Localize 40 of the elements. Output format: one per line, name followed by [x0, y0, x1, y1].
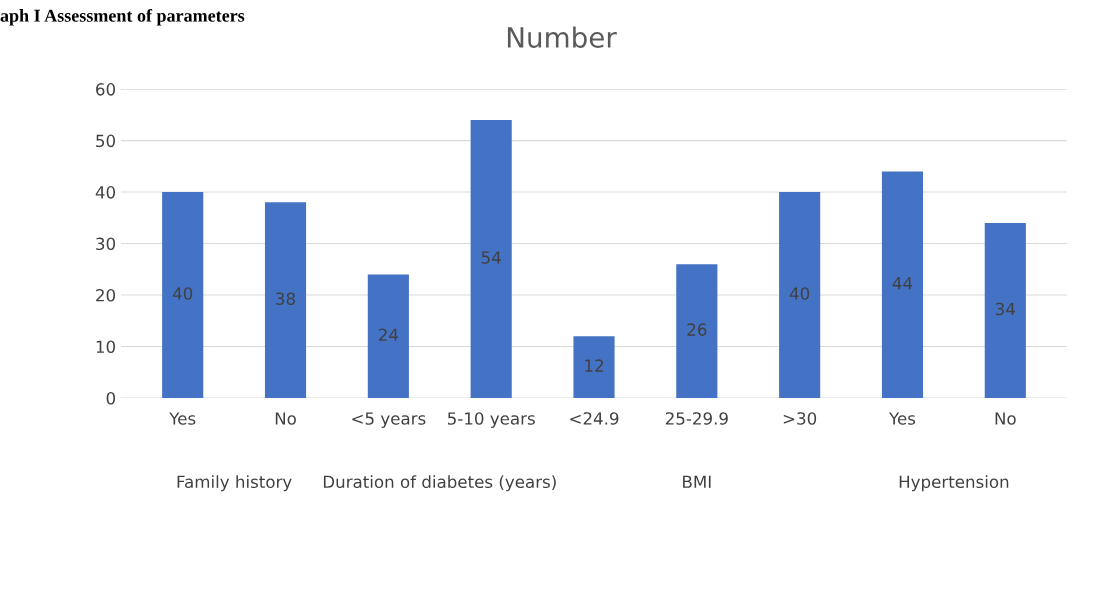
- bar: [367, 274, 409, 398]
- data-label: 34: [995, 302, 1015, 316]
- bar: [162, 192, 204, 398]
- x-tick-label: Yes: [888, 412, 916, 425]
- chart-title: Number: [507, 26, 617, 48]
- data-label: 24: [378, 328, 399, 341]
- data-label: 26: [687, 323, 707, 336]
- text: Hypertension: [899, 475, 1009, 492]
- x-tick-label: 25-29.9: [665, 412, 728, 425]
- y-tick-label: 60: [96, 83, 116, 96]
- x-tick-label: 5-10 years: [447, 412, 535, 428]
- text: Duration of diabetes (years): [323, 475, 556, 492]
- y-tick-label: 40: [95, 186, 116, 199]
- x-tick-label: <24.9: [570, 412, 619, 425]
- bar: [881, 171, 924, 398]
- y-tick-label: 20: [96, 288, 116, 302]
- x-tick-label: >30: [783, 412, 817, 425]
- bar: [779, 192, 821, 398]
- y-tick-label: 0: [106, 391, 116, 405]
- bar: [264, 202, 307, 398]
- bar: [470, 119, 512, 398]
- x-tick-label: <5 years: [352, 412, 426, 428]
- text: Family history: [177, 475, 292, 492]
- text: BMI: [683, 475, 711, 488]
- data-label: 12: [585, 359, 603, 372]
- bar: [676, 264, 718, 398]
- data-label: 54: [481, 251, 501, 264]
- x-tick-label: Yes: [169, 412, 196, 425]
- bar: [573, 336, 615, 398]
- data-label: 38: [276, 292, 295, 305]
- y-tick-label: 30: [96, 237, 116, 251]
- y-tick-label: 10: [96, 340, 116, 354]
- x-tick-label: No: [275, 412, 296, 425]
- x-tick-label: No: [995, 412, 1016, 425]
- bar: [984, 222, 1026, 398]
- data-label: 44: [892, 277, 913, 290]
- data-label: 40: [172, 287, 193, 300]
- text: aph I Assessment of parameters: [0, 8, 245, 26]
- data-label: 40: [789, 287, 810, 300]
- y-tick-label: 50: [96, 134, 116, 148]
